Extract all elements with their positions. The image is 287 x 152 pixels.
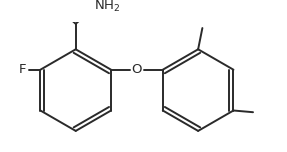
Text: NH$_2$: NH$_2$ (94, 0, 120, 14)
Text: O: O (132, 63, 142, 76)
Text: F: F (19, 63, 26, 76)
